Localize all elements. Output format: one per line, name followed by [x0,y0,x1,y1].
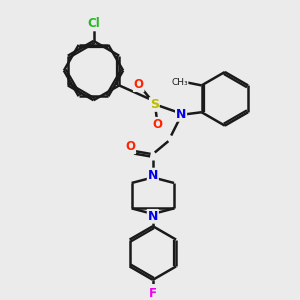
Text: N: N [148,169,158,182]
Text: O: O [152,118,162,131]
Text: O: O [125,140,135,153]
Text: N: N [176,108,186,121]
Text: S: S [150,98,159,111]
Text: Cl: Cl [87,17,100,31]
Text: CH₃: CH₃ [171,78,188,87]
Text: F: F [149,287,157,300]
Text: N: N [148,210,158,223]
Text: O: O [134,78,144,91]
